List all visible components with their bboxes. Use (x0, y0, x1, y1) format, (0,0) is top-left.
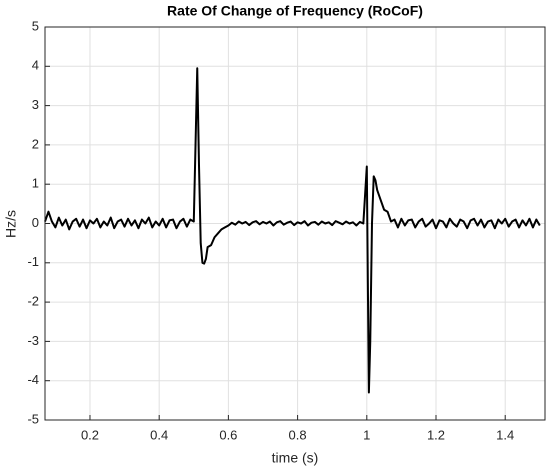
y-tick-label: 0 (32, 215, 39, 230)
chart-title: Rate Of Change of Frequency (RoCoF) (167, 3, 423, 19)
x-tick-label: 1.4 (496, 427, 514, 442)
y-axis-label: Hz/s (3, 210, 19, 238)
y-tick-label: 2 (32, 136, 39, 151)
y-tick-label: 5 (32, 18, 39, 33)
y-tick-label: -4 (27, 372, 39, 387)
x-tick-label: 0.4 (150, 427, 168, 442)
y-tick-label: -3 (27, 333, 39, 348)
x-tick-label: 1 (363, 427, 370, 442)
y-tick-label: -2 (27, 294, 39, 309)
y-tick-label: 3 (32, 97, 39, 112)
data-line (44, 67, 541, 394)
y-tick-label: 1 (32, 176, 39, 191)
x-axis-label: time (s) (272, 450, 319, 466)
x-tick-label: 0.6 (219, 427, 237, 442)
y-tick-label: -1 (27, 254, 39, 269)
plot-frame (44, 26, 546, 421)
x-tick-label: 0.2 (81, 427, 99, 442)
x-tick-label: 1.2 (427, 427, 445, 442)
y-tick-label: 4 (32, 58, 39, 73)
y-tick-label: -5 (27, 411, 39, 426)
x-tick-label: 0.8 (289, 427, 307, 442)
